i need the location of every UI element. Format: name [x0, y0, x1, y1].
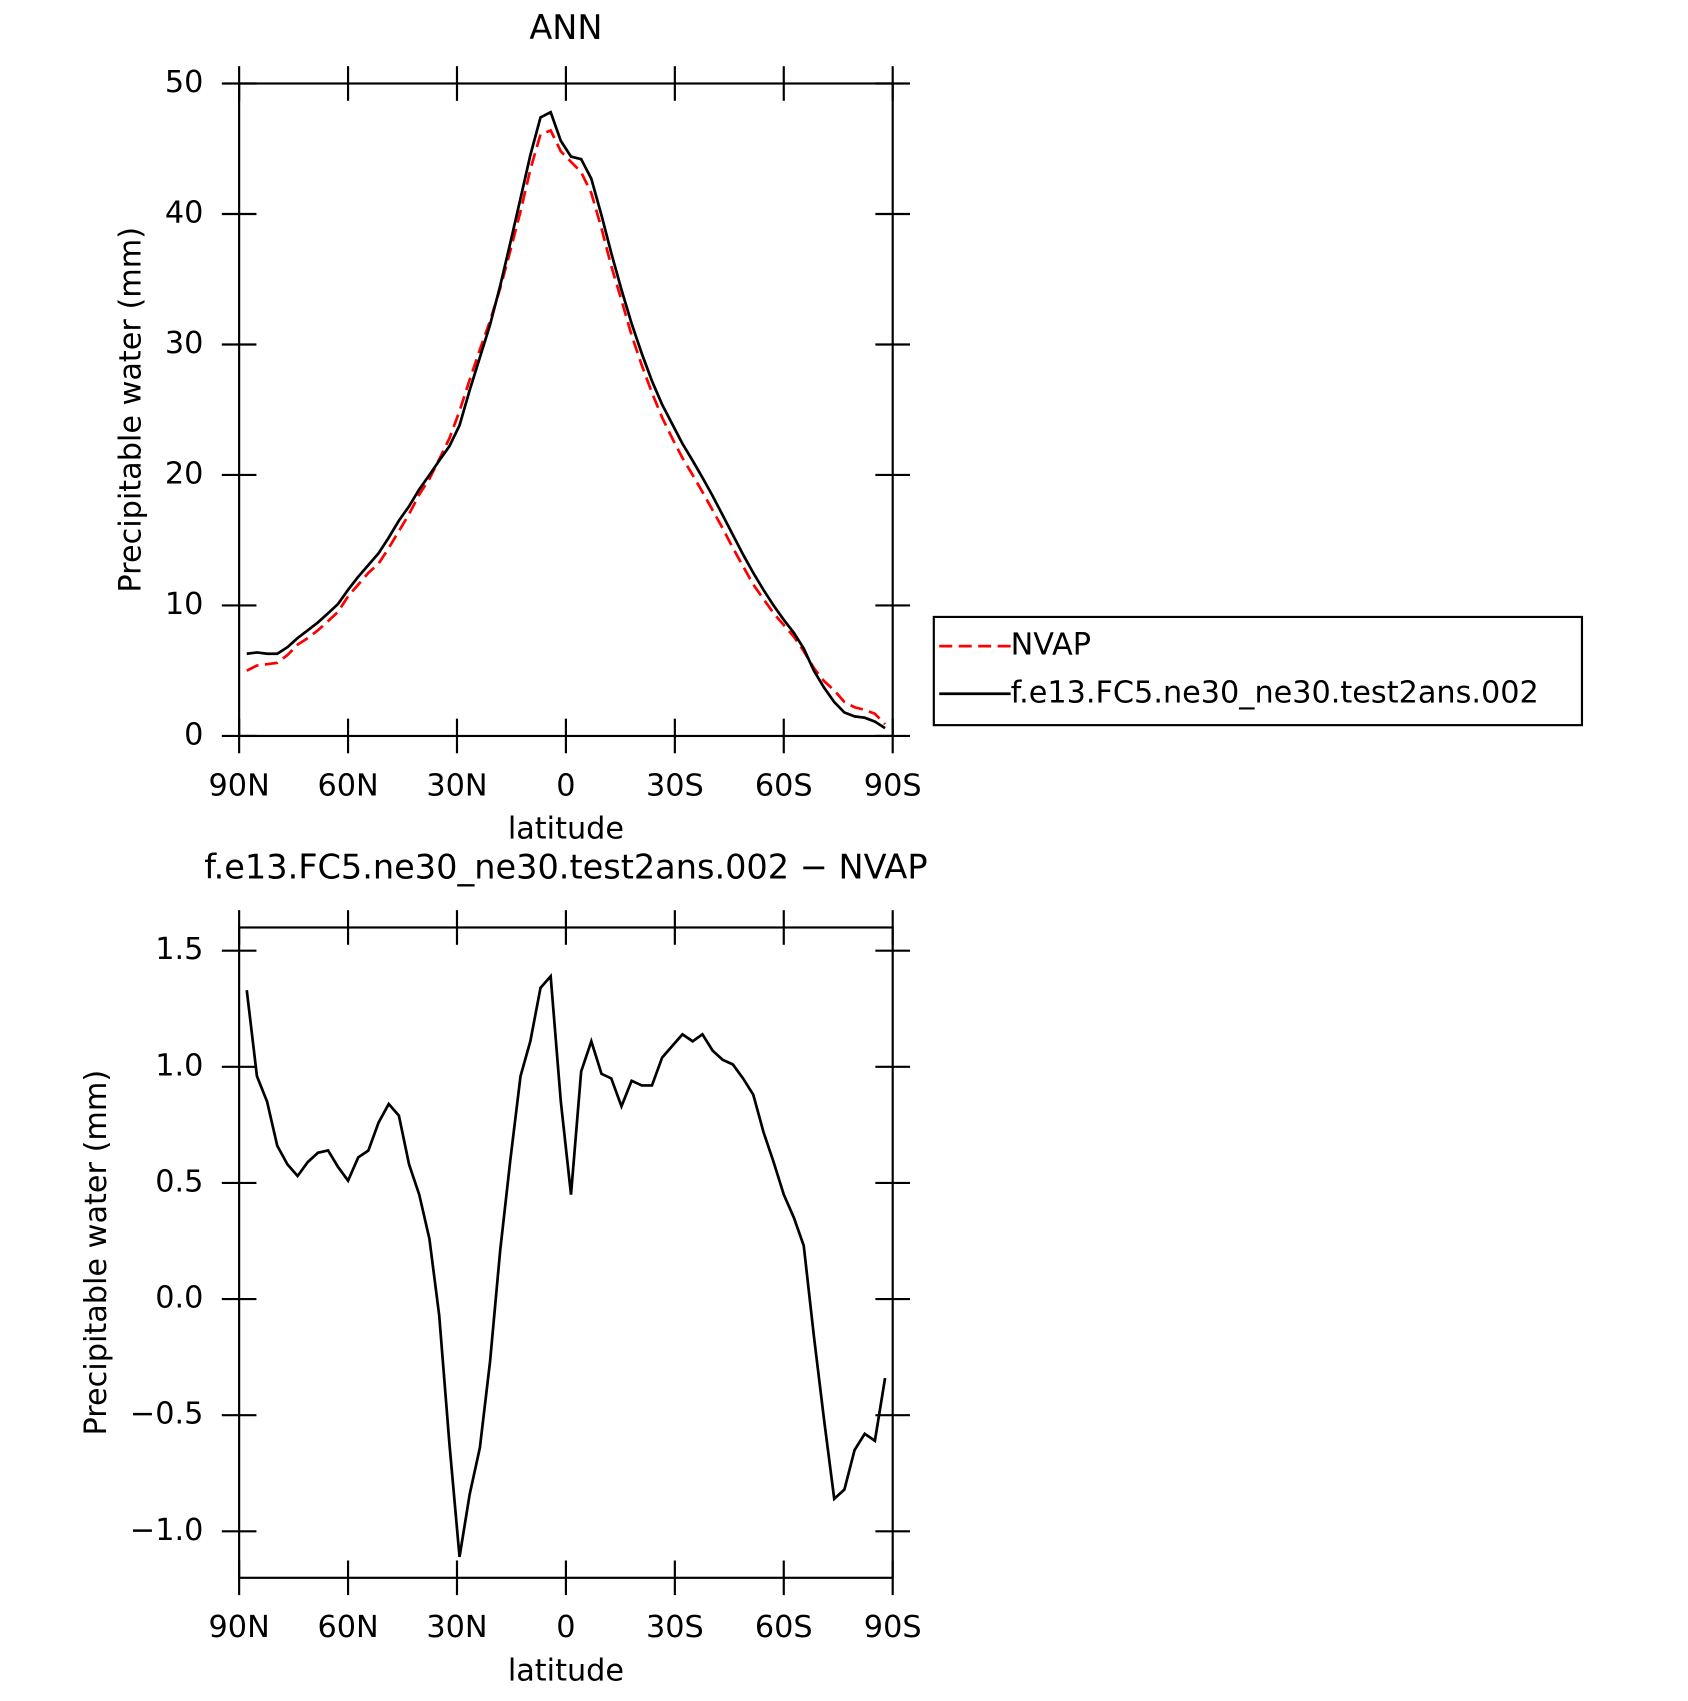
legend-box: [932, 615, 1584, 727]
data-line: [246, 128, 887, 726]
x-tick-label: 60N: [317, 1610, 378, 1645]
x-tick-label: 30N: [426, 1610, 487, 1645]
y-tick-label: 40: [165, 195, 204, 230]
y-tick-label: 30: [165, 326, 204, 361]
y-tick-label: 0.0: [155, 1281, 203, 1316]
legend-label: NVAP: [1011, 628, 1091, 663]
data-line: [246, 110, 886, 730]
y-tick-label: 0: [184, 717, 203, 752]
data-line: [245, 972, 887, 1558]
x-tick-label: 90S: [864, 1610, 922, 1645]
y-axis-label: Precipitable water (mm): [79, 1070, 114, 1436]
x-tick-label: 90S: [864, 768, 922, 803]
y-tick-label: 0.5: [155, 1164, 203, 1199]
chart-title: f.e13.FC5.ne30_ne30.test2ans.002 − NVAP: [204, 848, 927, 887]
legend-label: f.e13.FC5.ne30_ne30.test2ans.002: [1011, 675, 1539, 710]
x-tick-label: 60N: [317, 768, 378, 803]
y-tick-label: −0.5: [130, 1397, 204, 1432]
x-tick-label: 60S: [755, 768, 813, 803]
x-axis-label: latitude: [508, 812, 624, 847]
x-tick-label: 30N: [426, 768, 487, 803]
x-tick-label: 30S: [646, 768, 704, 803]
plot-frame: [238, 926, 894, 1579]
x-tick-label: 90N: [209, 1610, 270, 1645]
x-tick-label: 30S: [646, 1610, 704, 1645]
x-axis-label: latitude: [508, 1653, 624, 1688]
y-axis-label: Precipitable water (mm): [114, 227, 149, 593]
y-tick-label: 50: [165, 65, 204, 100]
x-tick-label: 0: [556, 1610, 575, 1645]
x-tick-label: 90N: [209, 768, 270, 803]
y-tick-label: −1.0: [130, 1513, 204, 1548]
plot-frame: [238, 82, 894, 738]
chart-title: ANN: [529, 8, 602, 47]
y-tick-label: 10: [165, 587, 204, 622]
y-tick-label: 1.0: [155, 1048, 203, 1083]
x-tick-label: 0: [556, 768, 575, 803]
y-tick-label: 20: [165, 456, 204, 491]
y-tick-label: 1.5: [155, 932, 203, 967]
x-tick-label: 60S: [755, 1610, 813, 1645]
